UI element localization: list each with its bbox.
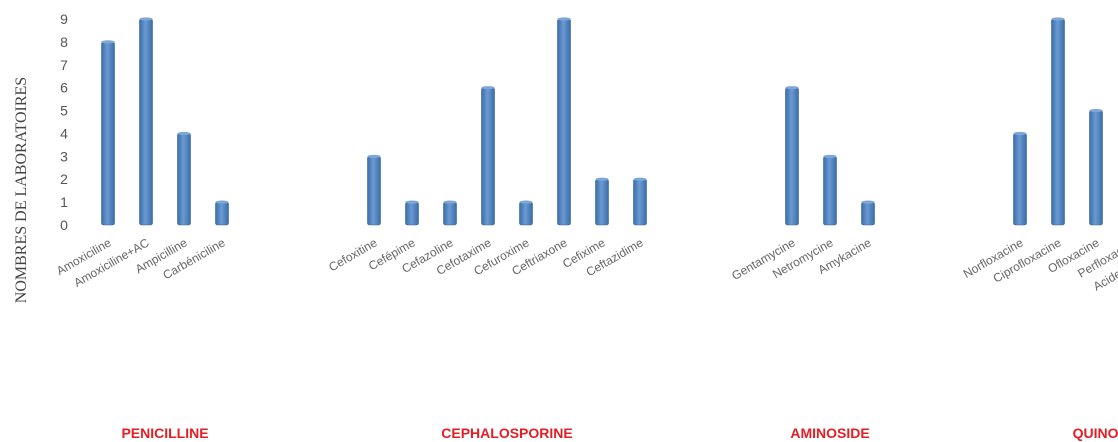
bar-cap [633, 177, 647, 181]
y-axis-ticks: 0 1 2 3 4 5 6 7 8 9 [60, 11, 68, 233]
bar [177, 133, 191, 226]
category-labels: AmoxicilineAmoxiciline+ACAmpicillineCarb… [54, 235, 1118, 293]
bar [823, 156, 837, 226]
y-tick-label: 7 [60, 57, 68, 73]
bar [557, 18, 571, 226]
bar-cap [405, 200, 419, 204]
bars [101, 17, 1103, 226]
bar [101, 41, 115, 226]
y-tick-label: 2 [60, 171, 68, 187]
bar-cap [215, 200, 229, 204]
bar-cap [557, 17, 571, 21]
bar-cap [443, 200, 457, 204]
y-axis-label: NOMBRES DE LABORATOIRES [13, 77, 30, 303]
bar [1089, 110, 1103, 226]
bar-cap [861, 200, 875, 204]
group-labels: PENICILLINE CEPHALOSPORINE AMINOSIDE QUINOL… [121, 425, 1118, 441]
y-tick-label: 3 [60, 148, 68, 164]
bar [481, 87, 495, 226]
bar [443, 201, 457, 226]
bar-cap [1089, 108, 1103, 113]
bar-cap [481, 86, 495, 90]
bar-cap [785, 86, 799, 90]
bar [367, 156, 381, 226]
bar-cap [519, 200, 533, 204]
bar [405, 201, 419, 226]
bar-cap [101, 40, 115, 44]
bar [519, 201, 533, 226]
y-tick-label: 6 [60, 80, 68, 96]
bar-cap [595, 177, 609, 181]
y-tick-label: 8 [60, 34, 68, 50]
bar-cap [177, 131, 191, 136]
bar-cap [823, 154, 837, 158]
bar [215, 201, 229, 226]
group-label: PENICILLINE [121, 425, 208, 441]
group-label: CEPHALOSPORINE [441, 425, 572, 441]
bar-cap [1013, 131, 1027, 136]
bar [861, 201, 875, 226]
group-label: AMINOSIDE [790, 425, 869, 441]
y-tick-label: 4 [60, 125, 68, 141]
bar-cap [367, 154, 381, 158]
bar [633, 178, 647, 226]
bar-cap [139, 17, 153, 21]
y-tick-label: 0 [60, 217, 68, 233]
bar [1051, 18, 1065, 226]
bar [595, 178, 609, 226]
y-tick-label: 9 [60, 11, 68, 27]
bar [139, 18, 153, 226]
bar [1013, 133, 1027, 226]
y-tick-label: 1 [60, 194, 68, 210]
bar [785, 87, 799, 226]
group-label: QUINOLONE [1073, 425, 1118, 441]
y-tick-label: 5 [60, 103, 68, 119]
bar-cap [1051, 17, 1065, 21]
